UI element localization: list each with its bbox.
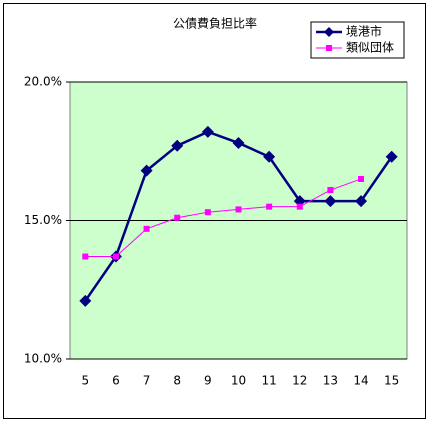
x-tick-label: 12 [292,374,307,388]
marker [112,253,119,260]
x-tick-label: 5 [81,374,89,388]
series-line [85,178,362,258]
y-tick-label: 20.0% [24,75,62,89]
chart-title: 公債費負担比率 [173,16,257,31]
marker [263,150,276,163]
marker [296,203,303,210]
y-tick-label: 10.0% [24,352,62,366]
x-tick-label: 11 [261,374,276,388]
x-tick-label: 14 [353,374,368,388]
marker [140,164,153,177]
x-tick-label: 15 [384,374,399,388]
legend-label: 類似団体 [346,41,394,55]
marker [324,195,337,208]
marker [79,294,92,307]
x-tick-label: 8 [173,374,181,388]
marker [171,139,184,152]
legend-marker [326,45,332,51]
legend-marker [324,27,334,37]
marker [232,136,245,149]
legend-label: 境港市 [346,24,382,39]
marker [266,203,273,210]
marker [355,195,368,208]
x-tick-label: 10 [231,374,246,388]
x-tick-label: 13 [323,374,338,388]
marker [201,125,214,138]
x-tick-label: 6 [112,374,120,388]
marker [143,225,150,232]
marker [174,214,181,221]
x-tick-label: 7 [143,374,151,388]
x-tick-label: 9 [204,374,212,388]
marker [327,187,334,194]
marker [204,209,211,216]
marker [358,175,365,182]
y-tick-label: 15.0% [24,213,62,227]
marker [82,253,89,260]
marker [235,206,242,213]
legend-box [310,21,405,59]
marker [385,150,398,163]
